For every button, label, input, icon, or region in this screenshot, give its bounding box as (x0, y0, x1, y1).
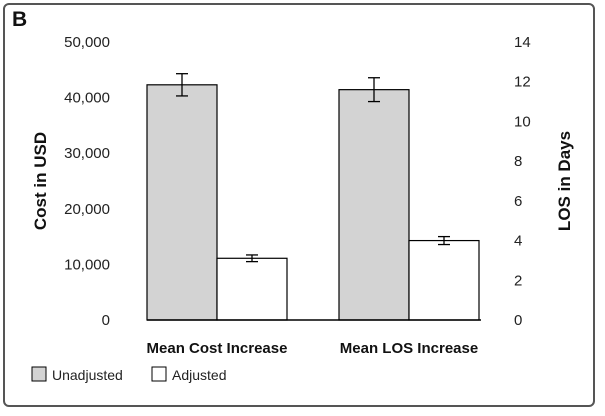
category-label: Mean Cost Increase (147, 340, 288, 357)
bar-unadjusted-1 (146, 84, 218, 321)
left-tick-label: 20,000 (64, 201, 110, 218)
left-tick-label: 40,000 (64, 90, 110, 107)
legend-swatch-adjusted (151, 366, 167, 382)
left-axis-ticks: 0 10,000 20,000 30,000 40,000 50,000 (64, 34, 110, 329)
right-tick-label: 12 (514, 74, 531, 91)
right-tick-label: 10 (514, 113, 531, 130)
left-tick-label: 0 (102, 312, 110, 329)
bar-adjusted-2 (408, 239, 480, 321)
right-tick-label: 2 (514, 272, 522, 289)
legend-label-adjusted: Adjusted (172, 367, 226, 383)
legend: Unadjusted Adjusted (31, 366, 226, 383)
bar-unadjusted-2 (338, 89, 410, 321)
left-axis-title: Cost in USD (31, 132, 50, 230)
right-tick-label: 0 (514, 312, 522, 329)
error-bars (176, 73, 450, 263)
right-axis-title: LOS in Days (555, 131, 574, 231)
panel-label: B (12, 8, 28, 31)
figure-frame (3, 3, 595, 407)
right-axis-ticks: 0 2 4 6 8 10 12 14 (514, 34, 531, 329)
left-tick-label: 30,000 (64, 145, 110, 162)
legend-label-unadjusted: Unadjusted (52, 367, 123, 383)
right-tick-label: 4 (514, 233, 522, 250)
right-tick-label: 8 (514, 153, 522, 170)
bars (146, 84, 480, 321)
bar-adjusted-1 (216, 257, 288, 321)
left-tick-label: 10,000 (64, 256, 110, 273)
right-tick-label: 14 (514, 34, 531, 51)
category-label: Mean LOS Increase (340, 340, 478, 357)
right-tick-label: 6 (514, 193, 522, 210)
legend-swatch-unadjusted (31, 366, 47, 382)
left-tick-label: 50,000 (64, 34, 110, 51)
category-labels: Mean Cost Increase Mean LOS Increase (147, 340, 479, 357)
